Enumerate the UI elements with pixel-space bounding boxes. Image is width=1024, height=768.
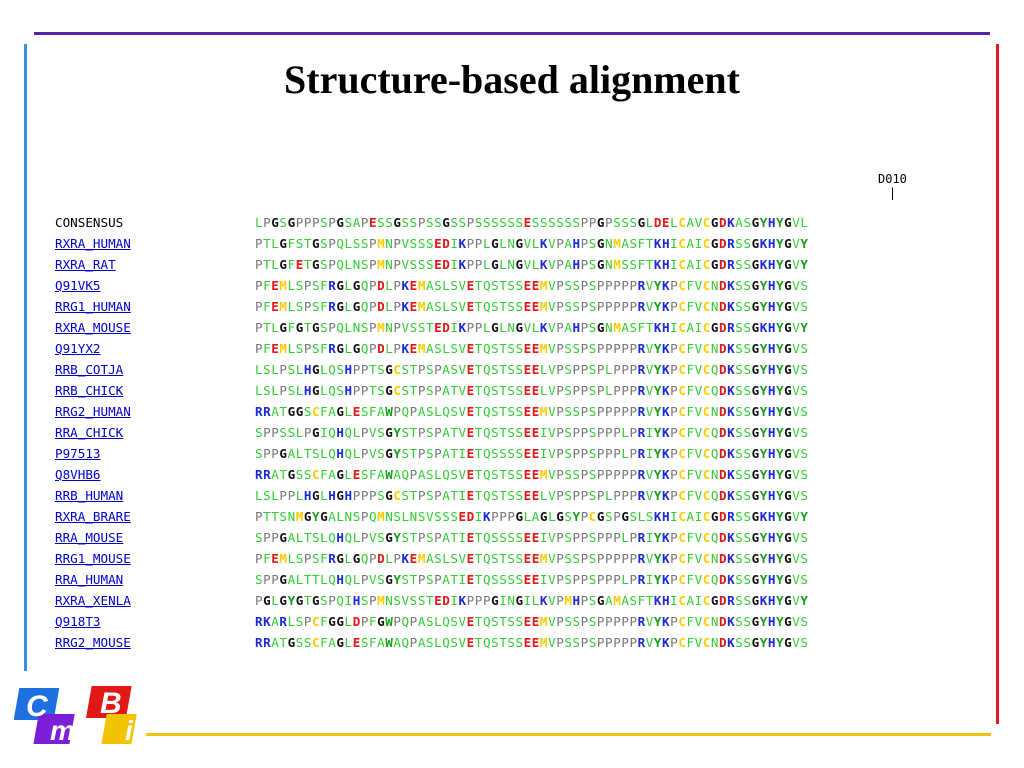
alignment-row: Q91VK5 PFEMLSPSFRGLGQPDLPKEMASLSVETQSTSSE… bbox=[55, 275, 809, 296]
logo-letter-m: m bbox=[50, 715, 75, 746]
position-marker-tick: | bbox=[888, 186, 897, 200]
sequence-name-link[interactable]: RXRA_MOUSE bbox=[55, 320, 131, 335]
alignment-row: CONSENSUS LPGSGPPPSPGSAPESSGSSPSSGSSPSSSS… bbox=[55, 212, 809, 233]
logo-letter-c: C bbox=[26, 690, 49, 723]
alignment-row: RRA_HUMAN SPPGALTTLQHQLPVSGYSTPSPATIETQSS… bbox=[55, 569, 809, 590]
sequence-residues: RRATGSSCFAGLESFAWAQPASLQSVETQSTSSEEMVPSS… bbox=[255, 467, 809, 482]
alignment-row: RXRA_HUMAN PTLGFSTGSPQLSSPMNPVSSSEDIKPPLG… bbox=[55, 233, 809, 254]
alignment-row: P97513 SPPGALTSLQHQLPVSGYSTPSPATIETQSSSSE… bbox=[55, 443, 809, 464]
sequence-residues: PFEMLSPSFRGLGQPDLPKEMASLSVETQSTSSEEMVPSS… bbox=[255, 551, 809, 566]
sequence-name-link[interactable]: RRG2_MOUSE bbox=[55, 635, 131, 650]
alignment-row: RRB_HUMAN LSLPPLHGLHGHPPPSGCSTPSPATIETQST… bbox=[55, 485, 809, 506]
right-rule bbox=[996, 44, 999, 724]
sequence-residues: RRATGSSCFAGLESFAWAQPASLQSVETQSTSSEEMVPSS… bbox=[255, 635, 809, 650]
alignment-row: RRG2_MOUSE RRATGSSCFAGLESFAWAQPASLQSVETQS… bbox=[55, 632, 809, 653]
sequence-residues: PTLGFSTGSPQLSSPMNPVSSSEDIKPPLGLNGVLKVPAH… bbox=[255, 236, 809, 251]
alignment-row: RRG1_HUMAN PFEMLSPSFRGLGQPDLPKEMASLSVETQS… bbox=[55, 296, 809, 317]
sequence-name-link[interactable]: RRA_MOUSE bbox=[55, 530, 124, 545]
sequence-name-link[interactable]: Q8VHB6 bbox=[55, 467, 101, 482]
alignment-row: RRG1_MOUSE PFEMLSPSFRGLGQPDLPKEMASLSVETQS… bbox=[55, 548, 809, 569]
cmbi-logo: C m B i bbox=[14, 686, 137, 746]
sequence-residues: SPPGALTSLQHQLPVSGYSTPSPATIETQSSSSEEIVPSP… bbox=[255, 530, 809, 545]
sequence-residues: PFEMLSPSFRGLGQPDLPKEMASLSVETQSTSSEEMVPSS… bbox=[255, 299, 809, 314]
sequence-residues: PTLGFGTGSPQLNSPMNPVSSTEDIKPPLGLNGVLKVPAH… bbox=[255, 320, 809, 335]
sequence-residues: PFEMLSPSFRGLGQPDLPKEMASLSVETQSTSSEEMVPSS… bbox=[255, 278, 809, 293]
alignment-row: RXRA_RAT PTLGFETGSPQLNSPMNPVSSSEDIKPPLGLN… bbox=[55, 254, 809, 275]
sequence-name-link[interactable]: RRB_CHICK bbox=[55, 383, 124, 398]
sequence-name-link[interactable]: Q918T3 bbox=[55, 614, 101, 629]
sequence-name-link[interactable]: RXRA_RAT bbox=[55, 257, 116, 272]
sequence-residues: SPPGALTTLQHQLPVSGYSTPSPATIETQSSSSEEIVPSP… bbox=[255, 572, 809, 587]
alignment-row: RRA_CHICK SPPSSLPGIQHQLPVSGYSTPSPATVETQST… bbox=[55, 422, 809, 443]
alignment-row: Q8VHB6 RRATGSSCFAGLESFAWAQPASLQSVETQSTSSE… bbox=[55, 464, 809, 485]
logo-letter-i: i bbox=[125, 715, 134, 746]
position-marker-label: D010 bbox=[878, 172, 907, 186]
left-rule bbox=[24, 44, 27, 671]
sequence-alignment: CONSENSUS LPGSGPPPSPGSAPESSGSSPSSGSSPSSSS… bbox=[55, 212, 809, 653]
sequence-name-link[interactable]: RRB_HUMAN bbox=[55, 488, 124, 503]
sequence-name-link[interactable]: Q91YX2 bbox=[55, 341, 101, 356]
sequence-name-link[interactable]: RRG1_HUMAN bbox=[55, 299, 131, 314]
alignment-row: RXRA_XENLA PGLGYGTGSPQIHSPMNSVSSTEDIKPPPG… bbox=[55, 590, 809, 611]
sequence-name-link[interactable]: P97513 bbox=[55, 446, 101, 461]
alignment-row: RXRA_MOUSE PTLGFGTGSPQLNSPMNPVSSTEDIKPPLG… bbox=[55, 317, 809, 338]
sequence-residues: RKARLSPCFGGLDPFGWPQPASLQSVETQSTSSEEMVPSS… bbox=[255, 614, 809, 629]
sequence-residues: SPPSSLPGIQHQLPVSGYSTPSPATVETQSTSSEEIVPSP… bbox=[255, 425, 809, 440]
sequence-residues: LSLPSLHGLQSHPPTSGCSTPSPASVETQSTSSEELVPSP… bbox=[255, 362, 809, 377]
bottom-rule bbox=[146, 733, 991, 736]
consensus-label: CONSENSUS bbox=[55, 215, 124, 230]
sequence-residues: SPPGALTSLQHQLPVSGYSTPSPATIETQSSSSEEIVPSP… bbox=[255, 446, 809, 461]
logo-m-block bbox=[33, 714, 75, 744]
sequence-name-link[interactable]: RXRA_XENLA bbox=[55, 593, 131, 608]
alignment-row: Q91YX2 PFEMLSPSFRGLGQPDLPKEMASLSVETQSTSSE… bbox=[55, 338, 809, 359]
sequence-name-link[interactable]: RRA_HUMAN bbox=[55, 572, 124, 587]
sequence-name-link[interactable]: RXRA_BRARE bbox=[55, 509, 131, 524]
logo-c-block bbox=[14, 688, 60, 720]
sequence-name-link[interactable]: Q91VK5 bbox=[55, 278, 101, 293]
sequence-residues: RRATGGSCFAGLESFAWPQPASLQSVETQSTSSEEMVPSS… bbox=[255, 404, 809, 419]
sequence-name-link[interactable]: RRG1_MOUSE bbox=[55, 551, 131, 566]
alignment-row: RRG2_HUMAN RRATGGSCFAGLESFAWPQPASLQSVETQS… bbox=[55, 401, 809, 422]
logo-letter-b: B bbox=[100, 687, 122, 720]
sequence-name-link[interactable]: RRA_CHICK bbox=[55, 425, 124, 440]
sequence-residues: PGLGYGTGSPQIHSPMNSVSSTEDIKPPPGINGILKVPMH… bbox=[255, 593, 809, 608]
alignment-row: RRB_CHICK LSLPSLHGLQSHPPTSGCSTPSPATVETQST… bbox=[55, 380, 809, 401]
sequence-residues: LSLPSLHGLQSHPPTSGCSTPSPATVETQSTSSEELVPSP… bbox=[255, 383, 809, 398]
sequence-residues: PFEMLSPSFRGLGQPDLPKEMASLSVETQSTSSEEMVPSS… bbox=[255, 341, 809, 356]
alignment-row: Q918T3 RKARLSPCFGGLDPFGWPQPASLQSVETQSTSSE… bbox=[55, 611, 809, 632]
sequence-residues: PTLGFETGSPQLNSPMNPVSSSEDIKPPLGLNGVLKVPAH… bbox=[255, 257, 809, 272]
alignment-row: RRA_MOUSE SPPGALTSLQHQLPVSGYSTPSPATIETQSS… bbox=[55, 527, 809, 548]
sequence-name-link[interactable]: RXRA_HUMAN bbox=[55, 236, 131, 251]
position-marker: D010 | bbox=[878, 172, 907, 200]
sequence-residues: LPGSGPPPSPGSAPESSGSSPSSGSSPSSSSSSESSSSSS… bbox=[255, 215, 809, 230]
alignment-row: RRB_COTJA LSLPSLHGLQSHPPTSGCSTPSPASVETQST… bbox=[55, 359, 809, 380]
sequence-name-link[interactable]: RRG2_HUMAN bbox=[55, 404, 131, 419]
sequence-name-link[interactable]: RRB_COTJA bbox=[55, 362, 124, 377]
logo-b-block bbox=[86, 686, 132, 718]
top-rule bbox=[34, 32, 990, 35]
sequence-residues: PTTSNMGYGALNSPQMNSLNSVSSSEDIKPPPGLAGLGSY… bbox=[255, 509, 809, 524]
alignment-row: RXRA_BRARE PTTSNMGYGALNSPQMNSLNSVSSSEDIKP… bbox=[55, 506, 809, 527]
logo-i-block bbox=[101, 714, 137, 744]
slide-title: Structure-based alignment bbox=[284, 57, 740, 102]
sequence-residues: LSLPPLHGLHGHPPPSGCSTPSPATIETQSTSSEELVPSP… bbox=[255, 488, 809, 503]
